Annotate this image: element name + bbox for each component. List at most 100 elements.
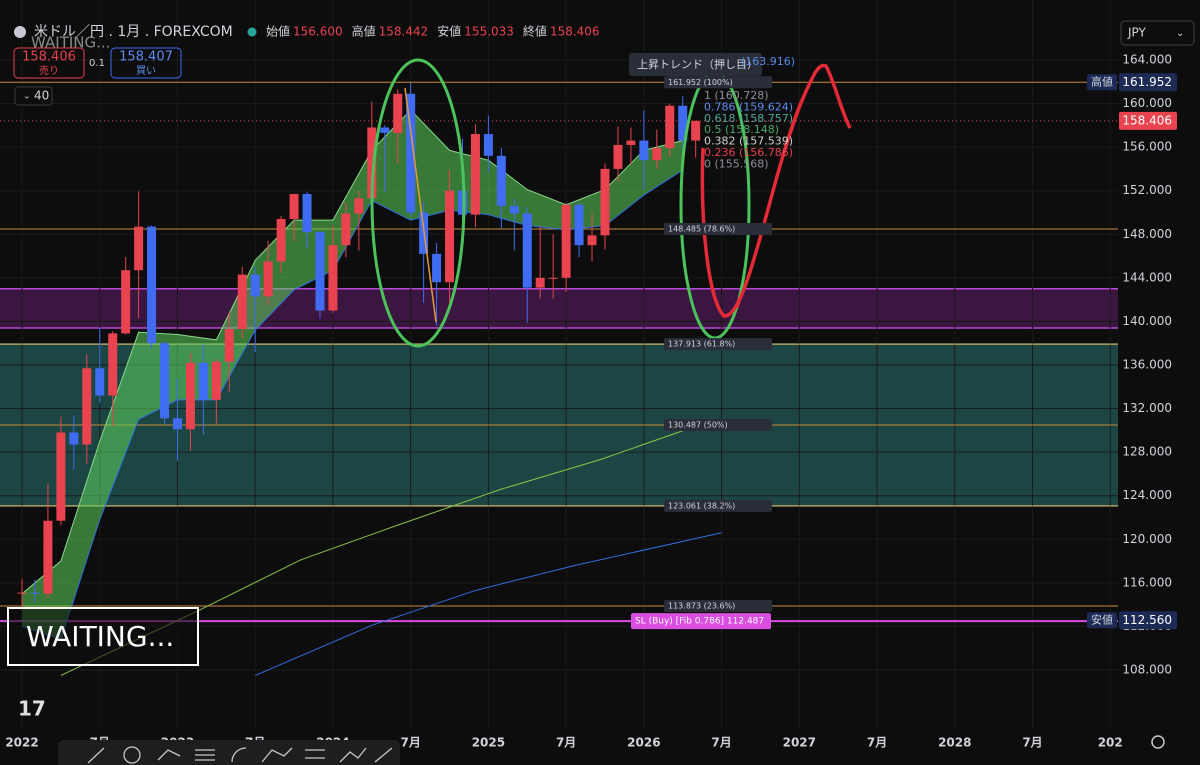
fib-stack-label: 0.236 (156.786) bbox=[704, 146, 793, 159]
y-tick-label: 164.000 bbox=[1122, 52, 1172, 66]
symbol-title[interactable]: 米ドル／円 . 1月 . FOREXCOM bbox=[34, 24, 233, 40]
stop-loss-box bbox=[631, 613, 771, 630]
y-tick-label: 124.000 bbox=[1122, 488, 1172, 502]
stat-name: 終値 bbox=[523, 24, 547, 39]
tool-icon[interactable] bbox=[123, 746, 141, 764]
ribbon-edge bbox=[21, 109, 683, 595]
annotations: 161.952 (100%) 148.485 (78.6%) 137.913 (61… bbox=[631, 76, 793, 630]
tooltip-box bbox=[629, 53, 762, 76]
badge-tag: 高値 bbox=[1091, 74, 1113, 88]
candle-body bbox=[665, 105, 675, 149]
moving-average bbox=[255, 532, 722, 676]
x-tick-label: 2028 bbox=[938, 736, 971, 750]
stat-value: 158.442 bbox=[379, 25, 429, 39]
badge-tag-box bbox=[1087, 612, 1117, 629]
y-tick-label: 148.000 bbox=[1122, 227, 1172, 241]
y-tick-label: 152.000 bbox=[1122, 183, 1172, 197]
x-tick-label: 202 bbox=[1098, 736, 1123, 750]
price-badge bbox=[1119, 111, 1177, 130]
tool-icon[interactable] bbox=[305, 749, 325, 759]
price-badge-label: 112.560 bbox=[1122, 613, 1172, 627]
candle-body bbox=[82, 368, 92, 445]
candle-body bbox=[354, 198, 364, 214]
fib-stack-label: 0.786 (159.624) bbox=[704, 100, 793, 113]
price-badge-label: 158.406 bbox=[1122, 113, 1172, 127]
candle-body bbox=[587, 235, 597, 246]
flag-icon bbox=[14, 26, 26, 38]
y-tick-label: 128.000 bbox=[1122, 445, 1172, 459]
fib-label-box bbox=[664, 338, 772, 351]
tool-icon[interactable] bbox=[374, 747, 393, 763]
candle-body bbox=[147, 226, 157, 344]
candle-body bbox=[237, 274, 247, 330]
tool-icon[interactable] bbox=[87, 747, 105, 764]
sell-label: 売り bbox=[39, 64, 59, 77]
logo: 17 bbox=[18, 697, 46, 721]
indicator-value: 40 bbox=[34, 89, 49, 103]
tool-icon[interactable] bbox=[157, 749, 181, 761]
candle-body bbox=[250, 274, 260, 297]
candle-body bbox=[522, 213, 532, 288]
ohlc-header: 始値 156.600 高値 158.442 安値 155.033 終値 158.406 bbox=[266, 24, 600, 39]
trend-line bbox=[404, 87, 437, 323]
candle-body bbox=[509, 205, 519, 214]
candle-body bbox=[626, 140, 636, 145]
candle-body bbox=[328, 245, 338, 311]
settings-icon[interactable] bbox=[1151, 735, 1165, 749]
candle-body bbox=[160, 343, 170, 419]
spread: 0.1 bbox=[89, 58, 105, 69]
tool-icon[interactable] bbox=[339, 747, 367, 763]
y-tick-label: 132.000 bbox=[1122, 401, 1172, 415]
tool-icon[interactable] bbox=[231, 747, 247, 763]
candle-body bbox=[17, 592, 27, 594]
x-tick-label: 7月 bbox=[711, 736, 731, 750]
candle-body bbox=[315, 232, 325, 311]
collapse-arrow: ⌄ bbox=[23, 92, 31, 102]
fib-label-box bbox=[664, 76, 772, 89]
fib-label: 113.873 (23.6%) bbox=[668, 602, 735, 611]
tooltip-target: (163.916) bbox=[741, 55, 795, 68]
stat-name: 高値 bbox=[352, 24, 376, 39]
price-badge bbox=[1119, 611, 1177, 630]
candle-body bbox=[43, 520, 53, 594]
y-tick-label: 120.000 bbox=[1122, 532, 1172, 546]
waiting-box bbox=[7, 607, 199, 666]
fib-stack-label: 1 (160.728) bbox=[704, 89, 769, 102]
candle-body bbox=[652, 148, 662, 161]
waiting-ghost: WAITING... bbox=[31, 34, 110, 52]
candle-body bbox=[121, 270, 131, 334]
x-tick-label: 2025 bbox=[472, 736, 505, 750]
price-badge bbox=[1119, 73, 1177, 92]
drawing-toolbar bbox=[58, 740, 400, 765]
x-tick-label: 2026 bbox=[627, 736, 660, 750]
candle-body bbox=[276, 219, 286, 262]
sell-button[interactable] bbox=[13, 47, 85, 79]
tool-icon[interactable] bbox=[261, 747, 293, 763]
ribbon-fill bbox=[22, 110, 683, 640]
toolbar-icons bbox=[87, 746, 393, 764]
sell-price: 158.406 bbox=[22, 50, 76, 65]
candle-body bbox=[445, 190, 455, 283]
x-tick-label: 7月 bbox=[400, 736, 420, 750]
fib-stack-label: 0.5 (158.148) bbox=[704, 123, 779, 136]
candle-body bbox=[483, 134, 493, 156]
candle-body bbox=[341, 213, 351, 246]
fib-label: 148.485 (78.6%) bbox=[668, 224, 735, 233]
fib-label: 130.487 (50%) bbox=[668, 421, 728, 430]
candles bbox=[17, 82, 701, 611]
candle-body bbox=[432, 253, 442, 283]
buy-button[interactable] bbox=[110, 47, 182, 79]
candle-body bbox=[470, 134, 480, 215]
tool-icon[interactable] bbox=[195, 749, 215, 761]
x-tick-label: 7月 bbox=[556, 736, 576, 750]
indicator-badge[interactable] bbox=[14, 86, 53, 106]
fib-stack-label: 0 (155.568) bbox=[704, 157, 769, 170]
x-tick-label: 7月 bbox=[1022, 736, 1042, 750]
candle-body bbox=[691, 120, 701, 141]
y-tick-label: 160.000 bbox=[1122, 96, 1172, 110]
stat-value: 158.406 bbox=[550, 25, 600, 39]
stat-name: 始値 bbox=[266, 24, 290, 39]
price-badges: 高値 161.952 158.406 安値 112.560 bbox=[1087, 73, 1177, 630]
currency-dropdown[interactable] bbox=[1120, 20, 1195, 46]
